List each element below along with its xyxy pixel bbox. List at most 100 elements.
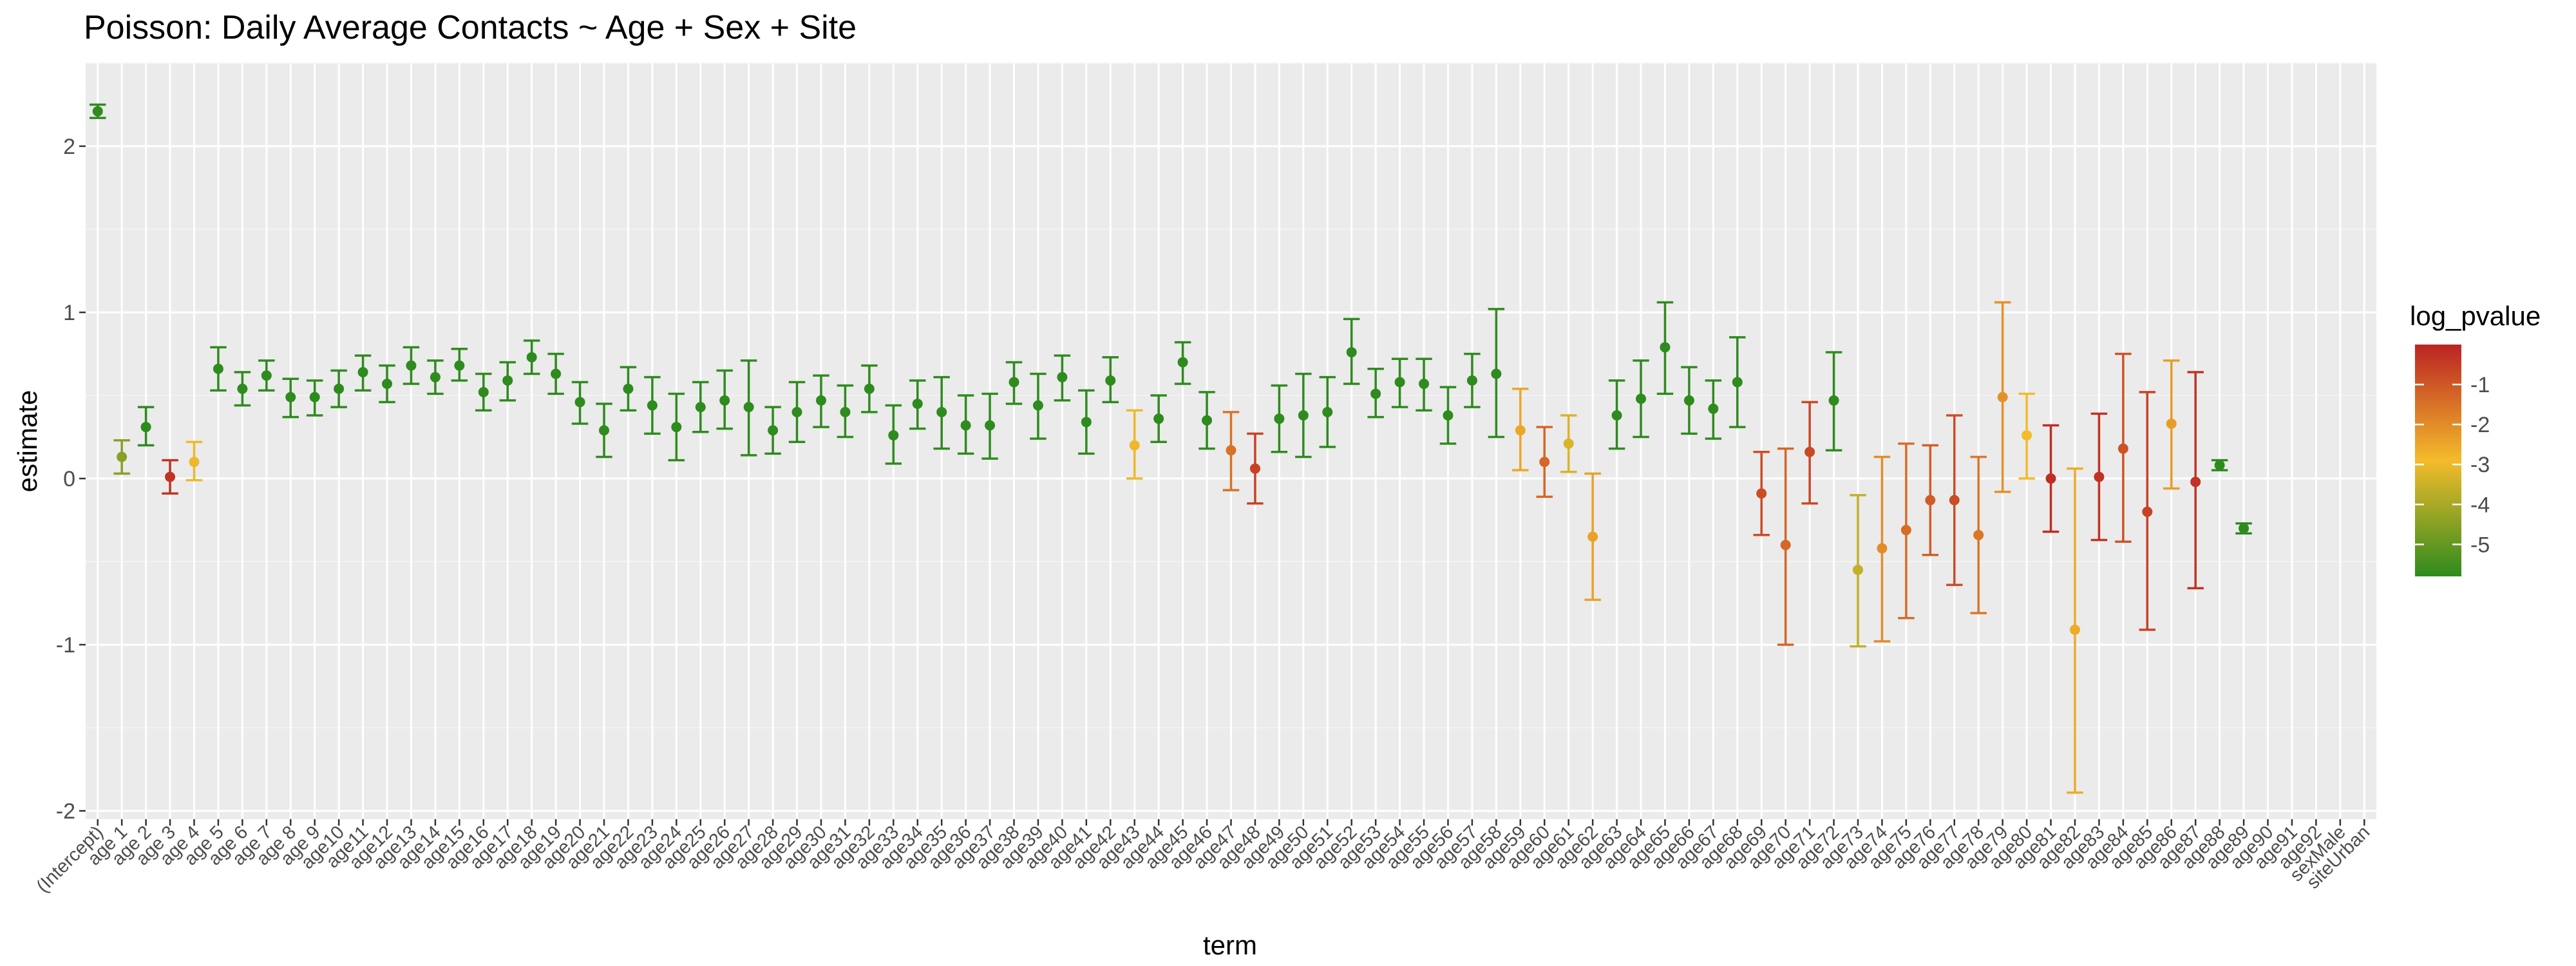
estimate-point	[1202, 415, 1213, 426]
estimate-point	[1997, 392, 2008, 402]
estimate-point	[1394, 377, 1405, 388]
estimate-point	[1877, 543, 1888, 554]
estimate-point	[1443, 410, 1454, 421]
estimate-point	[1611, 410, 1622, 421]
estimate-point	[1515, 425, 1526, 436]
legend-tick-label: -3	[2470, 453, 2490, 477]
estimate-point	[840, 406, 851, 417]
estimate-point	[1491, 368, 1502, 379]
estimate-point	[1105, 375, 1116, 386]
estimate-point	[1660, 342, 1671, 353]
estimate-point	[502, 375, 513, 386]
estimate-point	[1466, 375, 1477, 386]
estimate-point	[430, 372, 440, 383]
y-axis-title: estimate	[12, 390, 43, 493]
y-tick-label: -1	[56, 633, 75, 658]
estimate-point	[743, 402, 754, 413]
estimate-point	[1539, 457, 1550, 468]
estimate-point	[1756, 488, 1767, 499]
estimate-point	[1057, 372, 1068, 383]
estimate-point	[1732, 377, 1743, 388]
estimate-point	[1636, 393, 1647, 404]
y-axis: -2 -1 0 1 2	[56, 135, 86, 824]
estimate-point	[1587, 531, 1598, 542]
estimate-point	[912, 398, 923, 409]
estimate-point	[1153, 413, 1164, 424]
y-tick-label: 2	[63, 135, 75, 159]
legend-tick-label: -2	[2470, 413, 2490, 437]
legend-tick-label: -4	[2470, 493, 2490, 517]
estimate-point	[985, 420, 996, 431]
estimate-point	[1708, 403, 1719, 414]
estimate-point	[2142, 506, 2153, 517]
estimate-point	[2022, 430, 2032, 440]
estimate-point	[478, 386, 489, 397]
estimate-point	[309, 392, 320, 402]
legend-tick-label: -1	[2470, 373, 2490, 397]
estimate-point	[815, 395, 826, 406]
estimate-point	[1226, 445, 1236, 456]
estimate-point	[623, 383, 634, 394]
y-tick-label: -2	[56, 799, 75, 824]
estimate-point	[647, 400, 658, 411]
estimate-point	[1804, 446, 1815, 457]
estimate-point	[599, 425, 610, 436]
estimate-point	[1177, 357, 1188, 368]
estimate-point	[791, 406, 802, 417]
estimate-point	[574, 397, 585, 408]
estimate-point	[1683, 395, 1694, 406]
estimate-point	[1949, 495, 1960, 506]
estimate-point	[719, 395, 730, 406]
y-tick-label: 0	[63, 467, 75, 491]
y-tick-label: 1	[63, 301, 75, 325]
estimate-point	[551, 368, 562, 379]
estimate-point	[1973, 529, 1984, 540]
estimate-point	[454, 360, 465, 371]
estimate-point	[140, 422, 151, 433]
legend-ticks: -1 -2 -3 -4 -5	[2415, 373, 2490, 557]
estimate-point	[2239, 523, 2249, 534]
legend-color-bar	[2415, 345, 2461, 576]
estimate-point	[213, 363, 223, 374]
legend-title: log_pvalue	[2410, 301, 2541, 331]
estimate-point	[2117, 443, 2128, 454]
estimate-point	[165, 471, 176, 482]
estimate-point	[2094, 471, 2105, 482]
estimate-point	[1900, 525, 1911, 536]
estimate-point	[406, 360, 417, 371]
estimate-point	[189, 457, 200, 468]
estimate-point	[2190, 477, 2201, 488]
estimate-point	[1129, 440, 1140, 451]
estimate-point	[1780, 540, 1791, 551]
estimate-point	[695, 402, 706, 413]
estimate-point	[1081, 417, 1092, 428]
estimate-point	[357, 366, 368, 377]
estimate-point	[1563, 438, 1574, 449]
estimate-point	[382, 378, 393, 389]
estimate-point	[2069, 624, 2080, 635]
estimate-point	[1322, 406, 1333, 417]
chart-title: Poisson: Daily Average Contacts ~ Age + …	[84, 9, 857, 46]
estimate-point	[2166, 418, 2177, 429]
estimate-point	[334, 383, 345, 394]
estimate-point	[237, 383, 248, 394]
estimate-point	[1925, 495, 1936, 506]
estimate-point	[2214, 460, 2225, 471]
estimate-point	[117, 451, 128, 462]
estimate-points	[92, 106, 2249, 635]
estimate-point	[1370, 388, 1381, 399]
estimate-point	[1346, 346, 1357, 357]
estimate-point	[1274, 413, 1285, 424]
estimate-point	[936, 406, 947, 417]
estimate-point	[1828, 395, 1839, 406]
estimate-point	[1009, 377, 1019, 388]
estimate-point	[768, 425, 779, 436]
estimate-point	[285, 392, 296, 402]
estimate-point	[1852, 564, 1863, 575]
estimate-point	[1032, 400, 1043, 411]
estimate-point	[2045, 473, 2056, 484]
estimate-point	[864, 383, 875, 394]
legend: log_pvalue -1 -2 -3 -4 -5	[2410, 301, 2541, 576]
